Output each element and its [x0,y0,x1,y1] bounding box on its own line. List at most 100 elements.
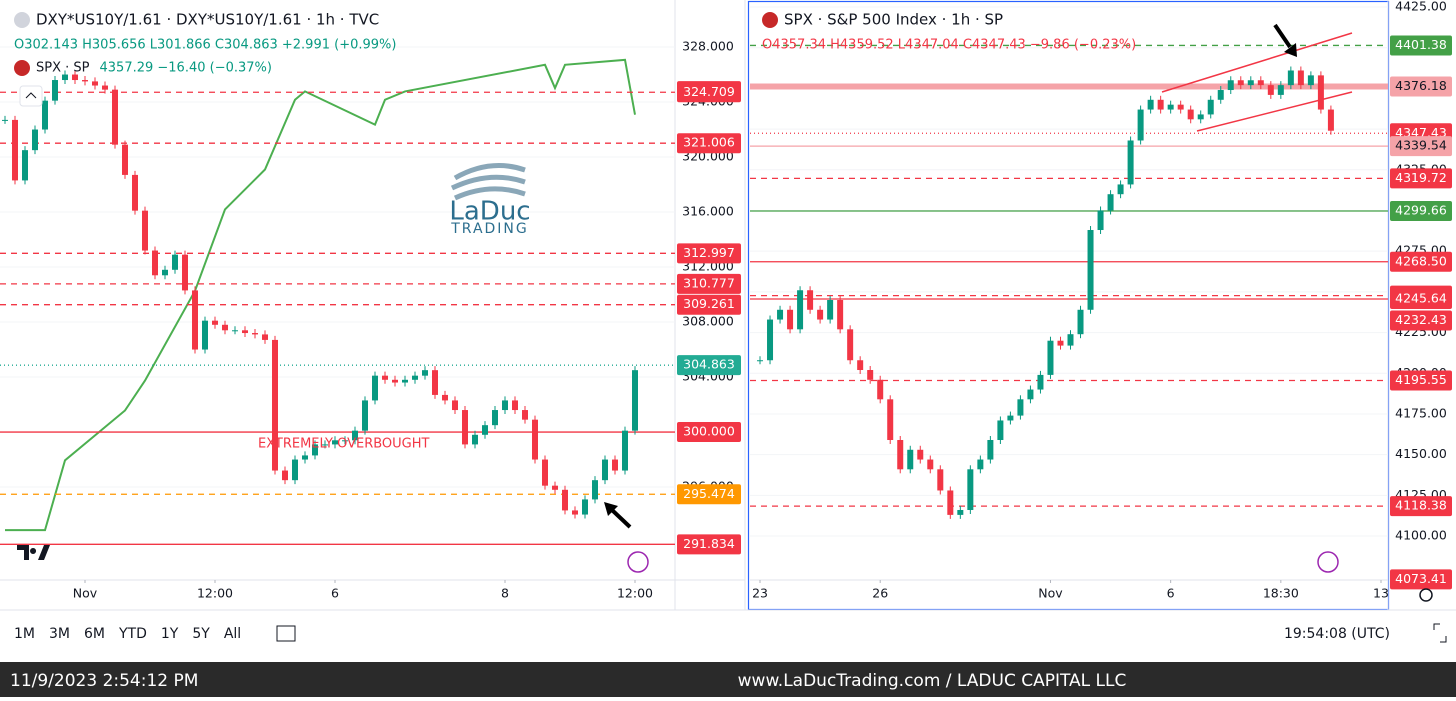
price-label-box [677,294,741,315]
candle [1117,184,1124,195]
price-label: 4339.54 [1395,138,1447,153]
logo-tagline: TRADING [450,221,529,237]
collapse-button[interactable] [19,85,43,107]
channel-line [1161,32,1353,93]
alert-icon[interactable] [1317,551,1339,573]
range-button[interactable]: 1Y [161,626,179,642]
candle [472,434,478,445]
x-tick-label: Nov [73,586,98,601]
candle [847,329,854,361]
candle [777,309,784,320]
candle [937,469,944,491]
candle [342,440,348,442]
candle [1047,340,1054,375]
candle [1147,99,1154,110]
candle [1137,109,1144,141]
candle [172,254,178,270]
toolbar: 19:54:08 (UTC) 1M 3M 6M YTD 1Y 5Y All [14,623,1447,643]
price-label: 4401.38 [1395,37,1447,52]
price-label: 4268.50 [1395,253,1447,268]
price-label-box [677,273,741,294]
candle [482,425,488,435]
candle [92,81,98,86]
price-label: 312.997 [683,245,735,260]
candle [582,499,588,515]
price-label-box [1390,201,1452,222]
price-label-box [677,243,741,264]
candle [1227,80,1234,91]
x-tick-label: 6 [331,586,339,601]
y-tick-label: 4425.00 [1395,0,1447,13]
candle [1267,85,1274,95]
candle [32,129,38,151]
candle [252,333,258,335]
candle [302,455,308,460]
candle [82,80,88,82]
candle [1257,80,1264,86]
price-label: 310.777 [683,275,735,290]
candle [422,370,428,376]
price-label: 4299.66 [1395,203,1447,218]
candle [1177,104,1184,110]
candle [12,119,18,181]
price-label: 304.863 [683,357,735,372]
candle [522,410,528,420]
candle [897,440,904,470]
range-button[interactable]: 1M [14,626,35,642]
fullscreen-icon[interactable] [1433,623,1447,643]
candle [1307,75,1314,86]
candle [242,330,248,334]
candle [757,360,764,362]
x-tick-label: 6 [1167,586,1175,601]
chart-title: SPX · S&P 500 Index · 1h · SP [784,11,1003,29]
legend: DXY*US10Y/1.61 · DXY*US10Y/1.61 · 1h · T… [14,11,396,76]
candle [192,290,198,350]
candle [1297,70,1304,86]
candle [1077,309,1084,335]
overlay-line [5,58,636,532]
range-button[interactable]: All [224,626,241,642]
settings-icon[interactable] [1419,588,1433,602]
range-button[interactable]: YTD [118,626,147,642]
candle [562,489,568,511]
candle [572,510,578,515]
candle [867,370,874,380]
candle [907,449,914,470]
candle [827,300,834,320]
candle [432,370,438,395]
price-label-box [1390,35,1452,56]
candle [222,324,228,331]
candle [372,375,378,401]
candle [352,430,358,441]
candle [532,419,538,460]
candle [1247,80,1254,86]
price-label-box [1390,136,1452,157]
calendar-icon[interactable] [276,625,296,642]
candle [1207,99,1214,115]
range-button[interactable]: 3M [49,626,70,642]
candle [22,150,28,181]
ohlc-values: O302.143 H305.656 L301.866 C304.863 +2.9… [14,38,396,53]
candle [817,309,824,320]
alert-icon[interactable] [627,551,649,573]
range-button[interactable]: 6M [84,626,105,642]
candle [1327,109,1334,131]
candle [502,400,508,411]
candle [272,339,278,471]
candle [402,379,408,383]
candle [1197,114,1204,120]
chart-panel: 4425.004400.004375.004350.004325.004300.… [750,0,1452,601]
candle [917,449,924,460]
footer-timestamp: 11/9/2023 2:54:12 PM [10,671,198,691]
range-button[interactable]: 5Y [192,626,210,642]
candle [462,410,468,445]
plots: 328.000324.000320.000316.000312.000308.0… [0,0,1452,601]
price-label-box [1390,370,1452,391]
price-label-box [677,422,741,443]
candle [452,400,458,411]
price-label: 295.474 [683,486,735,501]
candle [212,320,218,325]
x-tick-label: 8 [501,586,509,601]
candle [42,100,48,130]
